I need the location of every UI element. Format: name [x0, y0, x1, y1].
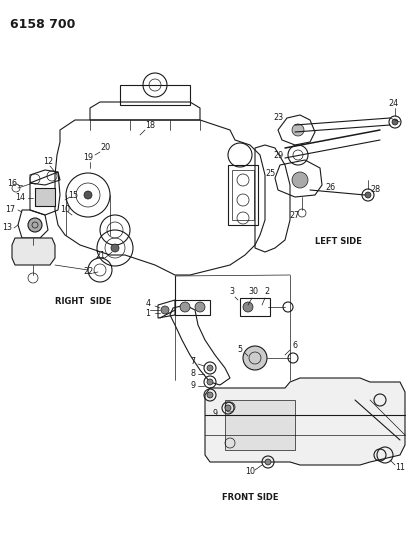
Text: 24: 24 [388, 99, 398, 108]
Circle shape [195, 302, 205, 312]
Text: 11: 11 [395, 464, 405, 472]
Text: 6158 700: 6158 700 [10, 18, 75, 31]
Circle shape [28, 218, 42, 232]
Circle shape [243, 346, 267, 370]
Circle shape [292, 172, 308, 188]
Text: 20: 20 [100, 143, 110, 152]
Text: 16: 16 [7, 179, 17, 188]
Text: 28: 28 [370, 185, 380, 195]
Text: LEFT SIDE: LEFT SIDE [315, 238, 362, 246]
Text: 5: 5 [237, 345, 243, 354]
Text: RIGHT  SIDE: RIGHT SIDE [55, 297, 111, 306]
Text: 1: 1 [146, 309, 151, 318]
Circle shape [365, 192, 371, 198]
Text: 19: 19 [83, 154, 93, 163]
Circle shape [392, 119, 398, 125]
Circle shape [207, 392, 213, 398]
Circle shape [265, 459, 271, 465]
Text: 12: 12 [43, 157, 53, 166]
Text: 9: 9 [213, 408, 217, 417]
Bar [175, 300, 210, 315]
Text: FRONT SIDE: FRONT SIDE [222, 494, 279, 503]
Text: 23: 23 [273, 114, 283, 123]
Text: 26: 26 [325, 183, 335, 192]
Circle shape [180, 302, 190, 312]
Text: 7: 7 [191, 358, 195, 367]
Bar [232, 170, 254, 220]
Bar [228, 165, 258, 225]
Polygon shape [12, 238, 55, 265]
Bar [120, 85, 190, 105]
Text: 9: 9 [191, 382, 195, 391]
Circle shape [225, 405, 231, 411]
Circle shape [207, 365, 213, 371]
Text: 30: 30 [248, 287, 258, 296]
Text: 10: 10 [60, 206, 70, 214]
Circle shape [292, 124, 304, 136]
Text: 21: 21 [95, 251, 105, 260]
Text: 29: 29 [273, 150, 283, 159]
Text: 15: 15 [68, 190, 78, 199]
Bar [35, 188, 55, 206]
Polygon shape [205, 378, 405, 465]
Circle shape [207, 379, 213, 385]
Text: 18: 18 [145, 120, 155, 130]
Text: 8: 8 [191, 369, 195, 378]
Text: 4: 4 [146, 298, 151, 308]
Text: 22: 22 [83, 268, 93, 277]
Text: 3: 3 [229, 287, 235, 296]
Text: 25: 25 [265, 168, 275, 177]
Text: 27: 27 [290, 211, 300, 220]
Text: 17: 17 [5, 206, 15, 214]
Circle shape [161, 306, 169, 314]
Text: 13: 13 [2, 223, 12, 232]
Circle shape [243, 302, 253, 312]
Text: 2: 2 [264, 287, 270, 296]
Bar [35, 188, 55, 206]
Text: 6: 6 [293, 341, 297, 350]
Circle shape [84, 191, 92, 199]
Text: 14: 14 [15, 193, 25, 203]
Text: 10: 10 [245, 467, 255, 477]
Circle shape [111, 244, 119, 252]
Polygon shape [225, 400, 295, 450]
Bar [240, 298, 270, 316]
